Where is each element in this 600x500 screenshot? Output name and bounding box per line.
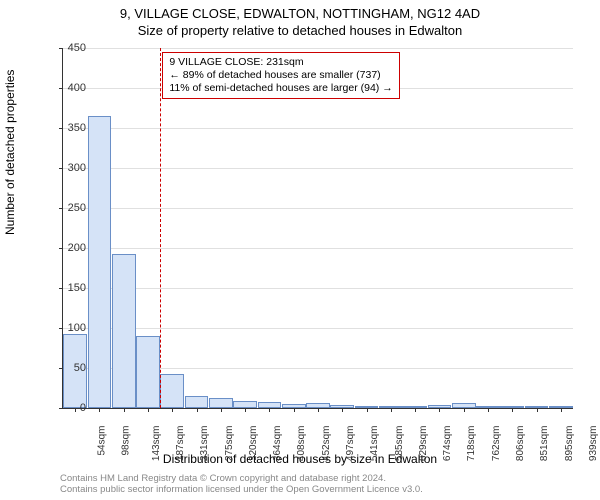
reference-line: [160, 48, 161, 408]
x-tick-label: 54sqm: [97, 426, 108, 456]
gridline: [63, 288, 573, 289]
x-tick-label: 364sqm: [272, 426, 283, 462]
y-tick-label: 250: [56, 202, 86, 214]
y-tick-label: 450: [56, 42, 86, 54]
gridline: [63, 208, 573, 209]
x-tick-label: 320sqm: [248, 426, 259, 462]
y-tick-label: 0: [56, 402, 86, 414]
x-tick-label: 452sqm: [321, 426, 332, 462]
x-tick-label: 187sqm: [175, 426, 186, 462]
x-tick-label: 275sqm: [224, 426, 235, 462]
x-tick-label: 231sqm: [199, 426, 210, 462]
x-tick-label: 939sqm: [588, 426, 599, 462]
annotation-box: 9 VILLAGE CLOSE: 231sqm← 89% of detached…: [162, 52, 399, 99]
chart-subtitle: Size of property relative to detached ho…: [0, 23, 600, 38]
gridline: [63, 168, 573, 169]
histogram-bar: [160, 374, 184, 408]
x-tick-label: 541sqm: [369, 426, 380, 462]
histogram-bar: [185, 396, 209, 408]
x-tick-label: 762sqm: [491, 426, 502, 462]
x-tick-label: 143sqm: [151, 426, 162, 462]
x-tick-label: 629sqm: [418, 426, 429, 462]
chart-title: 9, VILLAGE CLOSE, EDWALTON, NOTTINGHAM, …: [0, 0, 600, 23]
x-tick-label: 806sqm: [515, 426, 526, 462]
histogram-bar: [88, 116, 112, 408]
histogram-bar: [112, 254, 136, 408]
footer-line2: Contains public sector information licen…: [60, 484, 423, 495]
footer-attribution: Contains HM Land Registry data © Crown c…: [60, 474, 423, 496]
x-tick-label: 674sqm: [442, 426, 453, 462]
histogram-bar: [209, 398, 233, 408]
y-tick-label: 350: [56, 122, 86, 134]
y-tick-label: 400: [56, 82, 86, 94]
y-tick-label: 100: [56, 322, 86, 334]
histogram-bar: [136, 336, 160, 408]
y-tick-label: 300: [56, 162, 86, 174]
x-tick-label: 98sqm: [121, 426, 132, 456]
annotation-line2: ← 89% of detached houses are smaller (73…: [169, 69, 380, 81]
x-tick-label: 851sqm: [539, 426, 550, 462]
plot-area: 9 VILLAGE CLOSE: 231sqm← 89% of detached…: [62, 48, 573, 409]
y-axis-label: Number of detached properties: [3, 70, 17, 235]
x-tick-label: 895sqm: [564, 426, 575, 462]
gridline: [63, 128, 573, 129]
gridline: [63, 328, 573, 329]
annotation-line1: 9 VILLAGE CLOSE: 231sqm: [169, 56, 303, 68]
y-tick-label: 150: [56, 282, 86, 294]
y-tick-label: 200: [56, 242, 86, 254]
x-tick-label: 408sqm: [297, 426, 308, 462]
footer-line1: Contains HM Land Registry data © Crown c…: [60, 473, 386, 484]
annotation-line3: 11% of semi-detached houses are larger (…: [169, 82, 392, 94]
gridline: [63, 248, 573, 249]
chart-container: 9, VILLAGE CLOSE, EDWALTON, NOTTINGHAM, …: [0, 0, 600, 500]
histogram-bar: [233, 401, 257, 408]
y-tick-label: 50: [56, 362, 86, 374]
x-tick-label: 497sqm: [345, 426, 356, 462]
gridline: [63, 48, 573, 49]
x-tick-label: 585sqm: [394, 426, 405, 462]
x-tick-label: 718sqm: [467, 426, 478, 462]
